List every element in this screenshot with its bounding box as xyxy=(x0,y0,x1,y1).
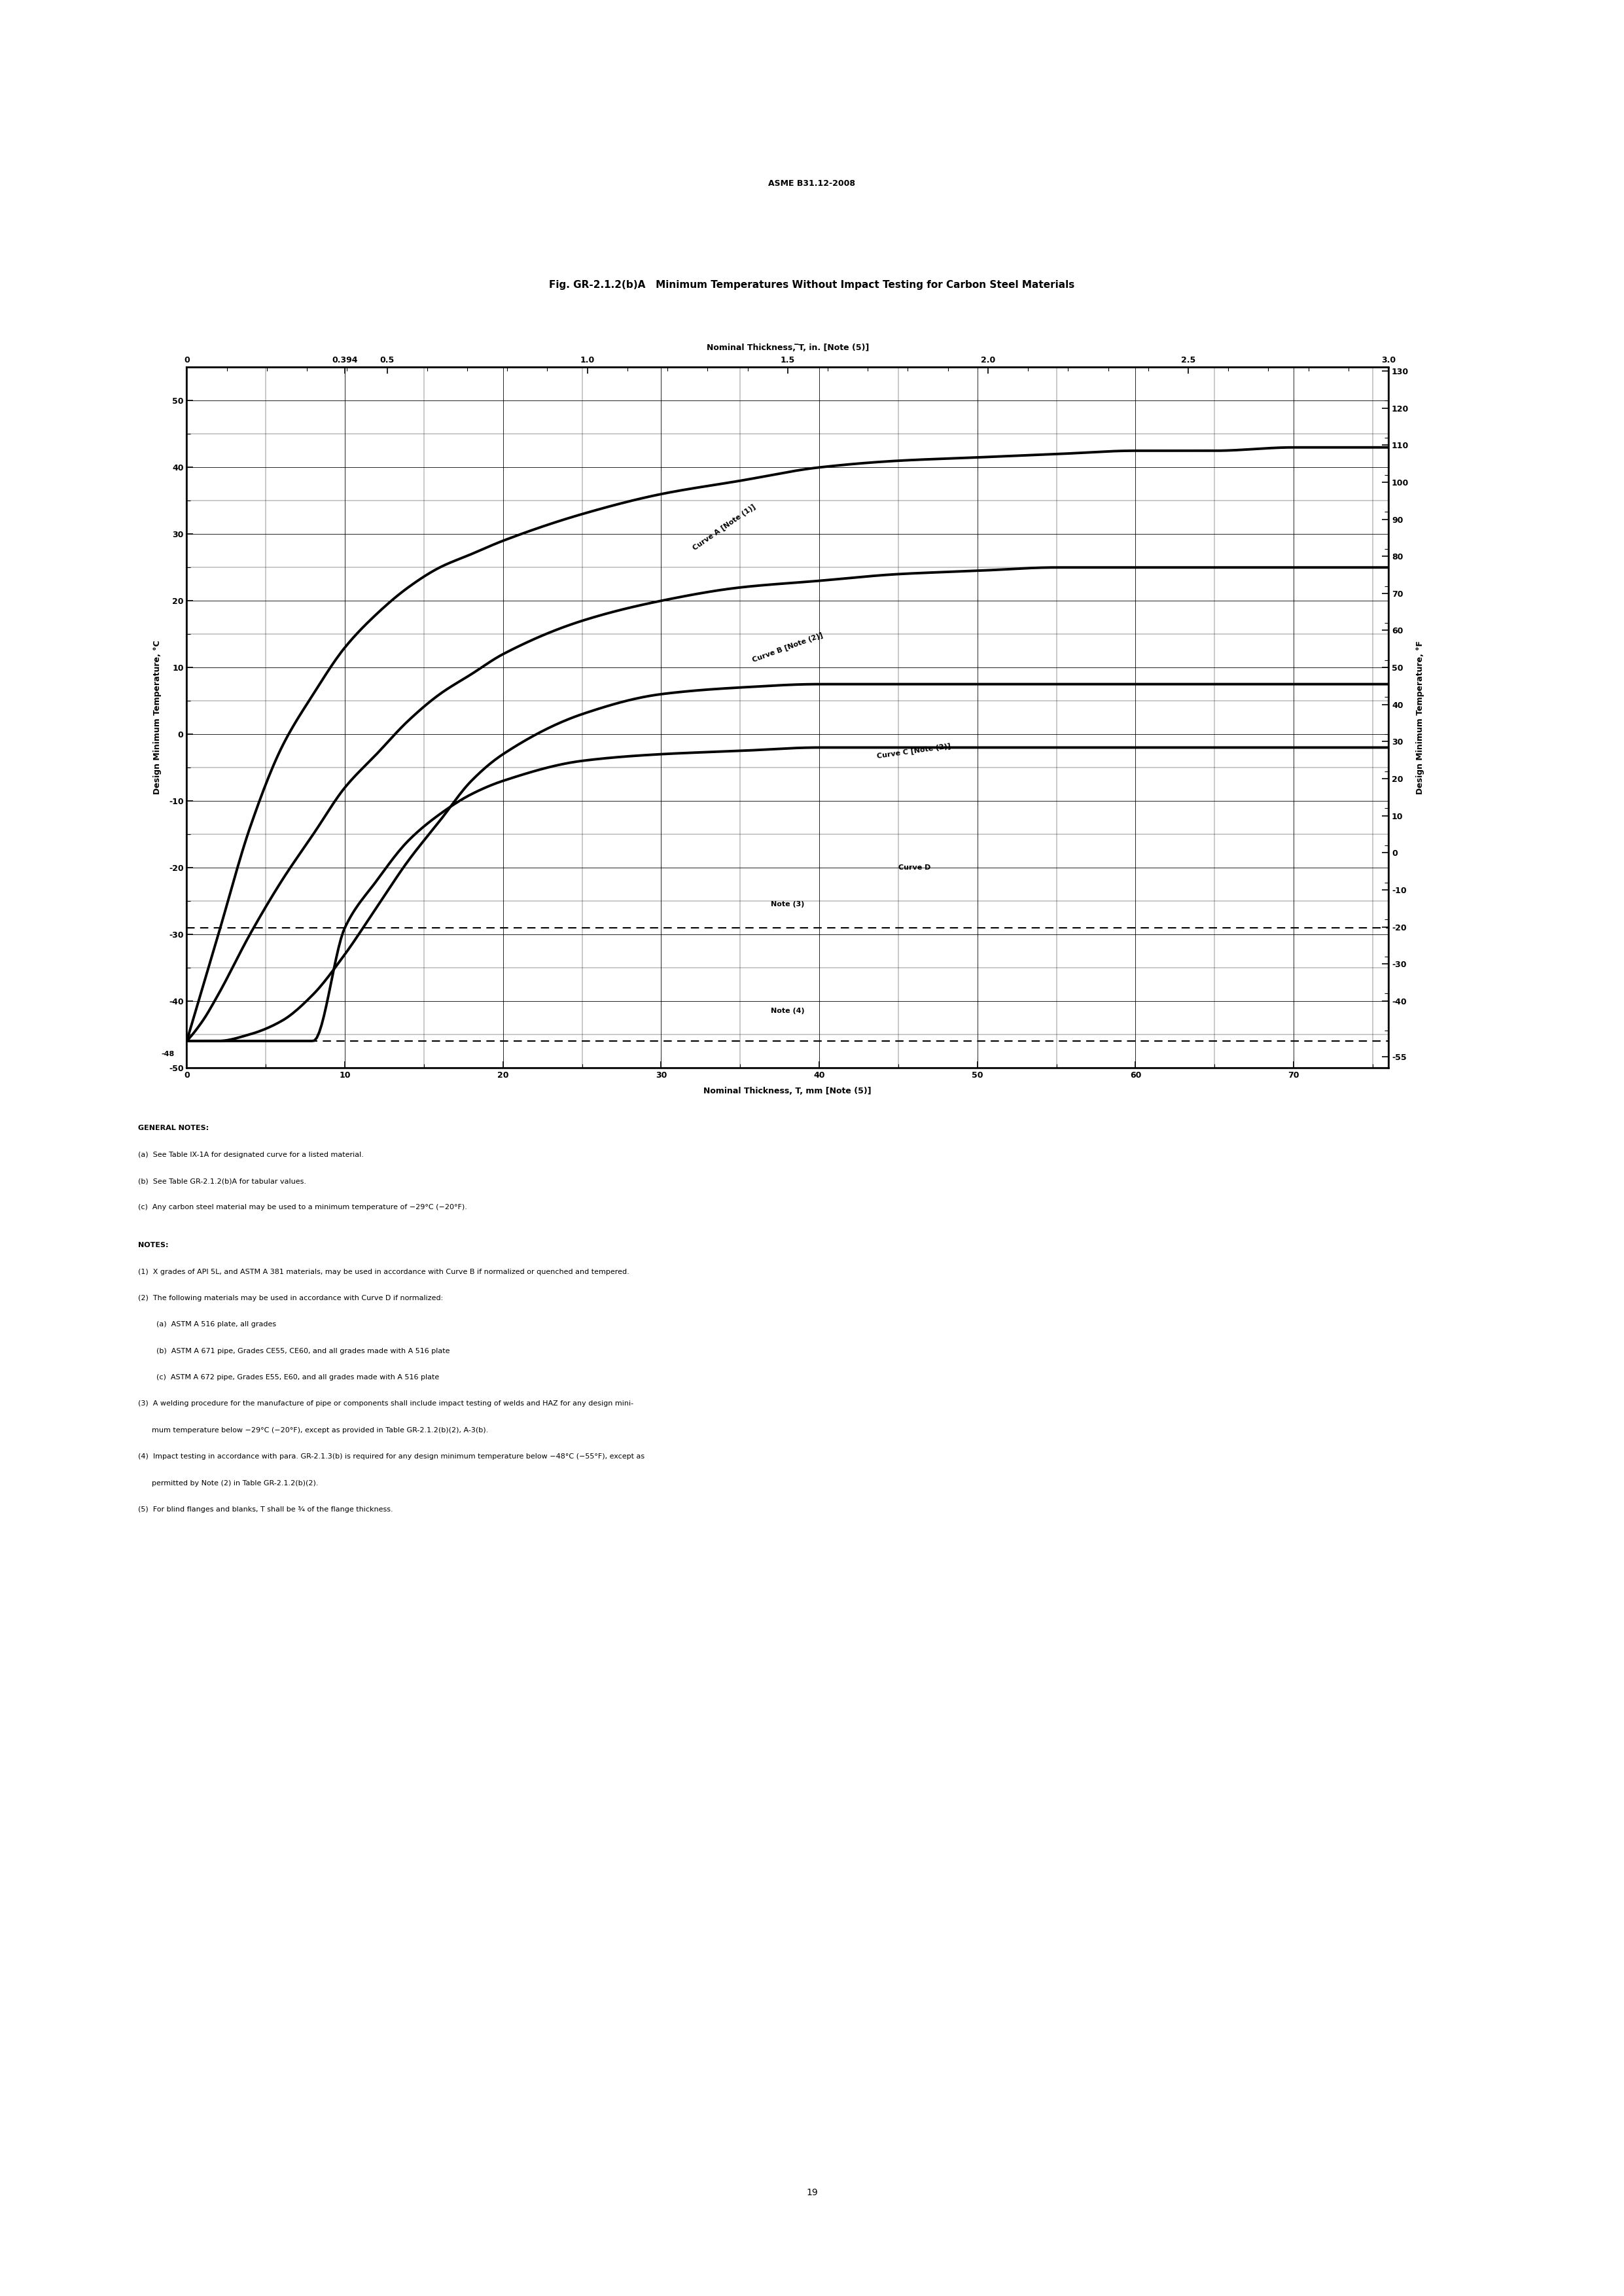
Text: (a)  ASTM A 516 plate, all grades: (a) ASTM A 516 plate, all grades xyxy=(138,1322,276,1327)
Text: (a)  See Table IX-1A for designated curve for a listed material.: (a) See Table IX-1A for designated curve… xyxy=(138,1153,364,1157)
Text: Curve C [Note (2)]: Curve C [Note (2)] xyxy=(877,742,952,760)
Text: (1)  X grades of API 5L, and ASTM A 381 materials, may be used in accordance wit: (1) X grades of API 5L, and ASTM A 381 m… xyxy=(138,1267,628,1274)
Y-axis label: Design Minimum Temperature, °F: Design Minimum Temperature, °F xyxy=(1416,641,1424,794)
X-axis label: Nominal Thickness, ̅T, in. [Note (5)]: Nominal Thickness, ̅T, in. [Note (5)] xyxy=(706,344,869,351)
Text: Curve B [Note (2)]: Curve B [Note (2)] xyxy=(752,631,823,664)
Text: GENERAL NOTES:: GENERAL NOTES: xyxy=(138,1125,209,1132)
Text: ASME B31.12-2008: ASME B31.12-2008 xyxy=(768,179,856,188)
Text: mum temperature below −29°C (−20°F), except as provided in Table GR-2.1.2(b)(2),: mum temperature below −29°C (−20°F), exc… xyxy=(138,1426,489,1433)
Text: NOTES:: NOTES: xyxy=(138,1242,169,1249)
X-axis label: Nominal Thickness, T, mm [Note (5)]: Nominal Thickness, T, mm [Note (5)] xyxy=(703,1086,872,1095)
Text: (2)  The following materials may be used in accordance with Curve D if normalize: (2) The following materials may be used … xyxy=(138,1295,443,1302)
Y-axis label: Design Minimum Temperature, °C: Design Minimum Temperature, °C xyxy=(153,641,161,794)
Text: (5)  For blind flanges and blanks, T shall be ¾ of the flange thickness.: (5) For blind flanges and blanks, T shal… xyxy=(138,1506,393,1513)
Text: (b)  See Table GR-2.1.2(b)A for tabular values.: (b) See Table GR-2.1.2(b)A for tabular v… xyxy=(138,1178,307,1185)
Text: (c)  ASTM A 672 pipe, Grades E55, E60, and all grades made with A 516 plate: (c) ASTM A 672 pipe, Grades E55, E60, an… xyxy=(138,1373,438,1380)
Text: Fig. GR-2.1.2(b)A   Minimum Temperatures Without Impact Testing for Carbon Steel: Fig. GR-2.1.2(b)A Minimum Temperatures W… xyxy=(549,280,1075,289)
Text: (c)  Any carbon steel material may be used to a minimum temperature of −29°C (−2: (c) Any carbon steel material may be use… xyxy=(138,1203,468,1210)
Text: (3)  A welding procedure for the manufacture of pipe or components shall include: (3) A welding procedure for the manufact… xyxy=(138,1401,633,1407)
Text: (4)  Impact testing in accordance with para. GR-2.1.3(b) is required for any des: (4) Impact testing in accordance with pa… xyxy=(138,1453,645,1460)
Text: 19: 19 xyxy=(806,2188,818,2197)
Text: Note (4): Note (4) xyxy=(771,1008,804,1015)
Text: Note (3): Note (3) xyxy=(771,900,804,907)
Text: -48: -48 xyxy=(161,1052,175,1058)
Text: Curve D: Curve D xyxy=(898,863,931,870)
Text: (b)  ASTM A 671 pipe, Grades CE55, CE60, and all grades made with A 516 plate: (b) ASTM A 671 pipe, Grades CE55, CE60, … xyxy=(138,1348,450,1355)
Text: permitted by Note (2) in Table GR-2.1.2(b)(2).: permitted by Note (2) in Table GR-2.1.2(… xyxy=(138,1479,318,1486)
Text: Curve A [Note (1)]: Curve A [Note (1)] xyxy=(692,503,757,551)
